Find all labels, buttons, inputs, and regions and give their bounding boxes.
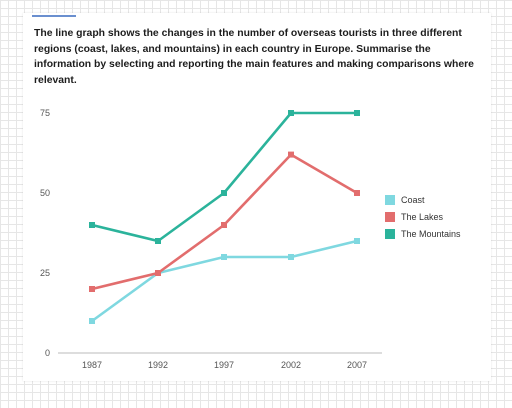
data-point	[155, 238, 161, 244]
x-tick-label: 2002	[281, 360, 301, 370]
data-point	[89, 286, 95, 292]
task-prompt: The line graph shows the changes in the …	[34, 28, 474, 86]
chart-legend: Coast The Lakes The Mountains	[385, 195, 461, 239]
y-tick-label: 25	[40, 268, 50, 278]
chart-axes: 0 25 50 75 1987 1992 1997 2002 2007	[40, 108, 382, 370]
x-tick-label: 1992	[148, 360, 168, 370]
legend-label: The Mountains	[401, 229, 461, 239]
x-tick-label: 1997	[214, 360, 234, 370]
chart-card	[23, 13, 491, 381]
data-point	[221, 190, 227, 196]
legend-label: Coast	[401, 195, 425, 205]
data-point	[89, 318, 95, 324]
data-point	[288, 151, 294, 158]
series-line-2	[90, 111, 359, 243]
y-tick-label: 0	[45, 348, 50, 358]
x-tick-label: 2007	[347, 360, 367, 370]
data-point	[354, 238, 360, 244]
chart-series	[89, 110, 360, 324]
data-point	[288, 254, 294, 260]
data-point	[221, 254, 227, 260]
data-point	[354, 110, 360, 116]
series-line-1	[90, 153, 359, 291]
data-point	[354, 190, 360, 196]
legend-label: The Lakes	[401, 212, 444, 222]
data-point	[155, 270, 161, 276]
legend-swatch	[385, 229, 395, 239]
data-point	[288, 110, 294, 116]
accent-bar	[32, 15, 76, 17]
data-point	[221, 222, 227, 228]
legend-swatch	[385, 195, 395, 205]
y-tick-label: 75	[40, 108, 50, 118]
y-tick-label: 50	[40, 188, 50, 198]
data-point	[89, 222, 95, 228]
x-tick-label: 1987	[82, 360, 102, 370]
series-line-0	[90, 239, 359, 323]
legend-swatch	[385, 212, 395, 222]
